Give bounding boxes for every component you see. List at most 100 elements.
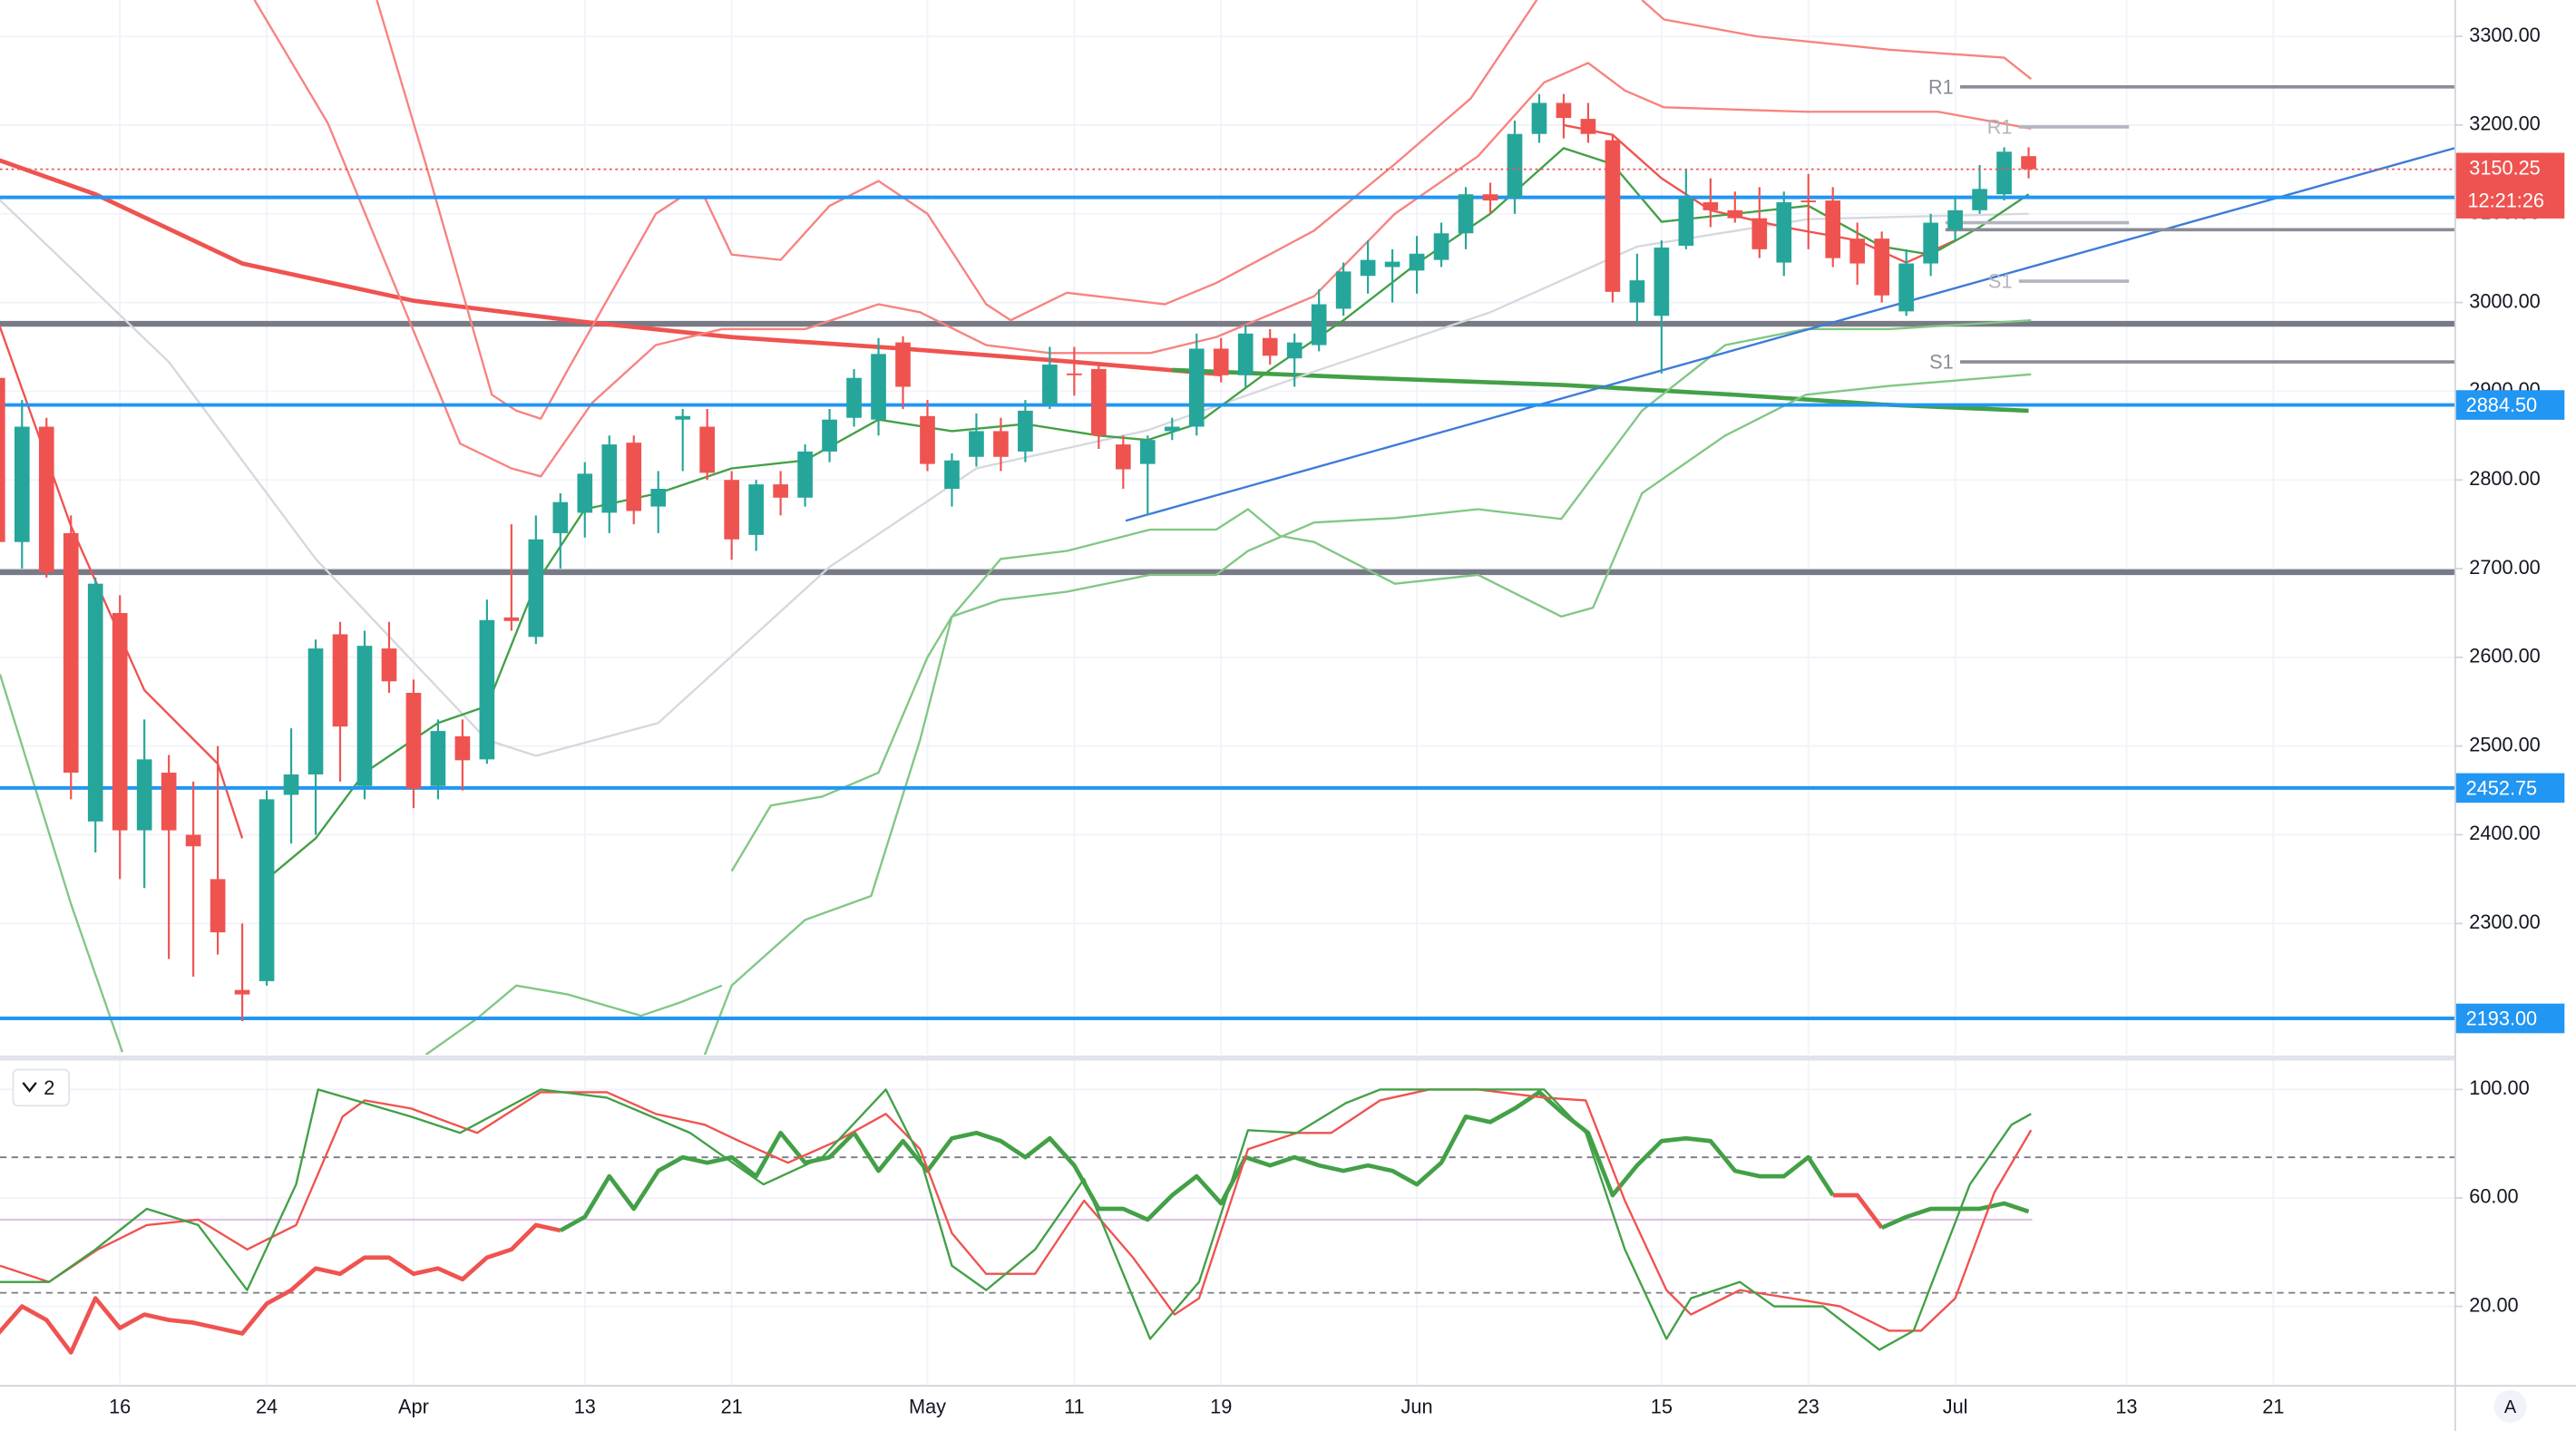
candle-body — [748, 484, 764, 535]
candle-body — [405, 692, 422, 789]
candle-body — [1384, 261, 1400, 268]
candle-body — [1067, 373, 1082, 375]
last-price-badge — [2455, 152, 2565, 219]
candle-body — [185, 834, 201, 847]
candle-body — [283, 774, 299, 795]
candle-body — [626, 443, 642, 511]
candle-body — [1213, 348, 1229, 375]
price-line-label: 2884.50 — [2466, 394, 2538, 416]
candle-body — [1849, 238, 1866, 264]
candle-body — [699, 426, 716, 473]
auto-scale-button[interactable] — [2493, 1389, 2527, 1423]
candle-body — [650, 489, 667, 507]
candle-body — [577, 473, 593, 513]
candle-body — [430, 731, 446, 786]
candle-body — [112, 612, 128, 831]
candle-body — [920, 415, 935, 464]
y-tick-label: 2500.00 — [2469, 733, 2541, 755]
candle-body — [1531, 102, 1547, 134]
pivot-label: S1 — [1929, 351, 1954, 374]
y-tick-label: 3000.00 — [2469, 289, 2541, 312]
indicator-badge[interactable] — [12, 1068, 70, 1107]
indicator-line — [1880, 1201, 2030, 1231]
moving-average-line — [376, 0, 1538, 420]
indicator-line — [0, 1088, 2033, 1332]
y-tick-label: 2400.00 — [2469, 822, 2541, 844]
y-tick-label: 2300.00 — [2469, 910, 2541, 933]
price-line-label: 2193.00 — [2466, 1008, 2538, 1030]
candle-body — [1776, 202, 1792, 263]
candle-body — [1018, 410, 1033, 452]
pivot-label: R1 — [1928, 75, 1954, 98]
y-tick-label: 2800.00 — [2469, 467, 2541, 490]
candle-body — [846, 377, 862, 418]
candle-body — [307, 648, 324, 774]
candle-body — [1605, 140, 1621, 292]
x-tick-label: 19 — [1210, 1395, 1232, 1417]
candle-body — [2021, 156, 2036, 170]
candle-body — [944, 460, 960, 490]
overlay-labels: 2 A — [12, 1068, 2527, 1423]
candle-body — [1433, 233, 1449, 260]
candle-body — [1237, 333, 1254, 375]
candle-body — [1482, 194, 1498, 201]
pivot-label: R1 — [1987, 115, 2013, 138]
x-tick-label: Apr — [398, 1395, 429, 1417]
candle-body — [479, 619, 495, 760]
candle-body — [1091, 368, 1107, 436]
candle-body — [1629, 280, 1645, 303]
x-tick-label: 11 — [1064, 1395, 1085, 1417]
candle-body — [1507, 133, 1523, 199]
candle-body — [969, 431, 984, 457]
candle-body — [1898, 263, 1914, 312]
price-line-badge — [2455, 773, 2565, 803]
x-tick-label: 23 — [1798, 1395, 1820, 1417]
candle-body — [1139, 440, 1156, 464]
moving-average-line — [1563, 123, 1956, 264]
y-tick-label: 2700.00 — [2469, 556, 2541, 579]
x-tick-label: 21 — [721, 1395, 743, 1417]
moving-average-line — [1641, 0, 2032, 80]
moving-average-line — [0, 158, 1222, 377]
candle-body — [773, 484, 788, 498]
pivot-label: S1 — [1988, 270, 2013, 293]
candle-body — [871, 354, 886, 420]
price-line-label: 2452.75 — [2466, 776, 2538, 799]
x-tick-label: 24 — [256, 1395, 278, 1417]
indicator-line — [0, 1222, 561, 1355]
y-tick-label: 60.00 — [2469, 1185, 2518, 1208]
candle-body — [0, 377, 5, 542]
candle-body — [1751, 218, 1768, 249]
candle-body — [1825, 200, 1841, 258]
candle-body — [552, 501, 569, 533]
candle-body — [136, 759, 152, 831]
price-line-badge — [2455, 1003, 2565, 1034]
candle-body — [822, 419, 837, 452]
candle-body — [1874, 238, 1889, 296]
candle-body — [87, 583, 103, 822]
x-tick-label: 21 — [2262, 1395, 2284, 1417]
candle-body — [1188, 348, 1205, 427]
candle-body — [503, 617, 520, 621]
candle-body — [356, 646, 373, 786]
candle-body — [1286, 342, 1303, 359]
candle-body — [1409, 253, 1425, 271]
candle-body — [1727, 209, 1743, 219]
indicator-line — [1832, 1192, 1884, 1230]
chevron-icon — [22, 1082, 37, 1093]
x-tick-label: Jun — [1401, 1395, 1433, 1417]
candle-body — [38, 426, 54, 572]
candle-body — [1678, 198, 1694, 246]
candle-body — [1458, 194, 1474, 234]
candle-body — [675, 415, 691, 420]
candle-body — [1164, 426, 1180, 432]
trend-line — [1125, 147, 2454, 522]
candle-body — [332, 634, 348, 727]
candle-body — [234, 989, 250, 995]
candle-body — [63, 532, 79, 774]
candle-body — [1115, 444, 1131, 470]
candle-body — [1335, 271, 1351, 309]
candle-body — [454, 735, 471, 761]
